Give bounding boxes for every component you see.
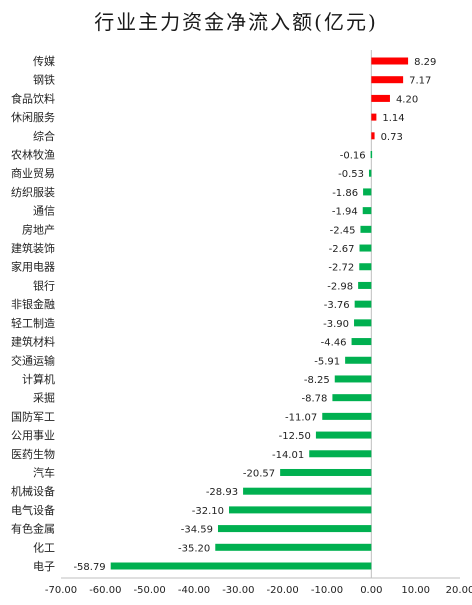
category-label-20: 公用事业 [11, 429, 55, 442]
category-label-4: 综合 [33, 129, 55, 143]
bar-23 [243, 487, 372, 495]
data-label-25: -34.59 [181, 525, 213, 536]
data-label-14: -3.90 [323, 319, 349, 330]
x-tick-label-4: -30.00 [222, 585, 254, 596]
category-label-18: 采掘 [33, 391, 55, 405]
category-label-10: 建筑装饰 [11, 241, 55, 255]
category-label-23: 机械设备 [11, 484, 55, 498]
category-label-5: 农林牧渔 [11, 148, 55, 162]
data-label-10: -2.67 [329, 244, 355, 255]
x-tick-label-3: -40.00 [178, 585, 210, 596]
category-label-9: 房地产 [22, 222, 55, 236]
bar-12 [358, 281, 372, 289]
bar-22 [280, 468, 372, 476]
data-label-11: -2.72 [328, 263, 354, 274]
data-label-27: -58.79 [73, 562, 105, 573]
data-label-5: -0.16 [340, 151, 366, 162]
bar-1 [371, 76, 404, 84]
bar-6 [368, 169, 372, 177]
bar-20 [315, 431, 372, 439]
bar-27 [110, 562, 372, 570]
data-label-12: -2.98 [327, 281, 353, 292]
data-label-17: -8.25 [304, 375, 330, 386]
bar-14 [354, 319, 372, 327]
x-tick-label-8: 10.00 [401, 585, 430, 596]
data-label-22: -20.57 [243, 468, 275, 479]
bar-2 [371, 94, 390, 102]
bar-13 [354, 300, 372, 308]
x-tick-label-2: -50.00 [134, 585, 166, 596]
bar-15 [351, 338, 372, 346]
data-label-9: -2.45 [330, 225, 356, 236]
x-tick-label-5: -20.00 [267, 585, 299, 596]
category-label-3: 休闲服务 [11, 110, 55, 124]
category-label-22: 汽车 [33, 465, 55, 479]
data-label-0: 8.29 [414, 57, 436, 68]
bar-4 [371, 132, 375, 140]
data-label-15: -4.46 [321, 338, 347, 349]
x-tick-label-0: -70.00 [45, 585, 77, 596]
category-label-21: 医药生物 [11, 447, 55, 461]
category-label-26: 化工 [33, 540, 55, 554]
bar-7 [363, 188, 372, 196]
category-label-6: 商业贸易 [11, 166, 55, 180]
bar-24 [229, 506, 372, 514]
category-label-0: 传媒 [33, 55, 55, 68]
data-label-20: -12.50 [279, 431, 311, 442]
x-tick-label-1: -60.00 [89, 585, 121, 596]
category-label-11: 家用电器 [11, 260, 55, 274]
category-label-12: 银行 [33, 278, 55, 292]
x-tick-label-7: 0.00 [360, 585, 382, 596]
category-label-17: 计算机 [22, 372, 55, 386]
bar-19 [322, 412, 372, 420]
bar-8 [362, 207, 372, 215]
bar-17 [334, 375, 372, 383]
data-label-8: -1.94 [332, 207, 358, 218]
data-label-23: -28.93 [206, 487, 238, 498]
category-label-15: 建筑材料 [11, 335, 55, 349]
category-label-14: 轻工制造 [11, 316, 55, 330]
bar-3 [371, 113, 377, 121]
data-label-24: -32.10 [192, 506, 224, 517]
category-label-27: 电子 [33, 560, 55, 573]
data-label-21: -14.01 [272, 450, 304, 461]
data-label-3: 1.14 [382, 113, 404, 124]
bar-25 [217, 525, 372, 533]
data-label-7: -1.86 [332, 188, 358, 199]
bar-0 [371, 57, 409, 65]
data-label-16: -5.91 [314, 356, 340, 367]
data-label-1: 7.17 [409, 76, 431, 87]
bar-11 [359, 263, 372, 271]
category-label-19: 国防军工 [11, 409, 55, 423]
data-label-18: -8.78 [302, 394, 328, 405]
data-label-19: -11.07 [285, 412, 317, 423]
category-label-16: 交通运输 [11, 353, 55, 367]
bar-26 [215, 543, 372, 551]
category-label-8: 通信 [33, 205, 55, 218]
bar-18 [332, 394, 372, 402]
bar-21 [309, 450, 372, 458]
category-label-1: 钢铁 [33, 74, 55, 87]
data-label-13: -3.76 [324, 300, 350, 311]
data-label-4: 0.73 [381, 132, 403, 143]
category-label-25: 有色金属 [11, 522, 55, 536]
data-label-2: 4.20 [396, 94, 418, 105]
x-tick-label-9: 20.00 [446, 585, 472, 596]
data-label-26: -35.20 [178, 543, 210, 554]
bar-10 [359, 244, 372, 252]
bar-9 [360, 225, 372, 233]
x-tick-label-6: -10.00 [311, 585, 343, 596]
category-label-24: 电气设备 [11, 503, 55, 517]
bar-16 [345, 356, 372, 364]
category-label-2: 食品饮料 [11, 91, 55, 105]
chart-title: 行业主力资金净流入额(亿元) [94, 10, 378, 34]
bar-5 [370, 151, 373, 159]
category-label-7: 纺织服装 [11, 185, 55, 199]
data-label-6: -0.53 [338, 169, 364, 180]
category-label-13: 非银金融 [11, 297, 55, 311]
